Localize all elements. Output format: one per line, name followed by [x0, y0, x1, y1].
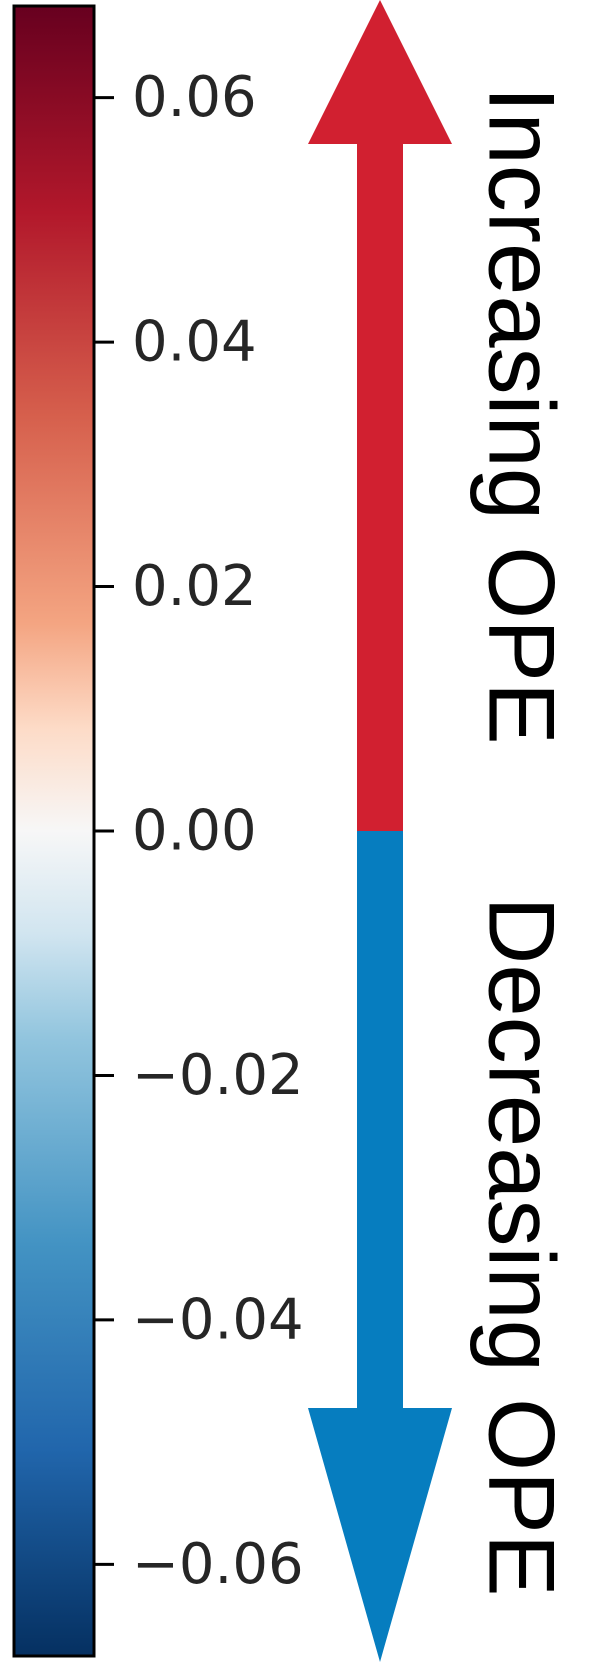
tick-label: 0.04 [132, 310, 257, 375]
decreasing-arrow [308, 831, 452, 1662]
colorbar-ticks: 0.06 0.04 0.02 0.00 −0.02 −0.04 −0.06 [94, 65, 304, 1597]
increasing-label: Increasing OPE [470, 86, 575, 744]
tick-label: −0.02 [132, 1043, 304, 1108]
tick-label: −0.06 [132, 1532, 304, 1597]
tick-label: 0.06 [132, 65, 257, 130]
increasing-arrow [308, 0, 452, 831]
direction-arrow [308, 0, 452, 1662]
tick-label: −0.04 [132, 1287, 304, 1352]
decreasing-label: Decreasing OPE [470, 896, 575, 1596]
tick-label: 0.00 [132, 799, 257, 864]
tick-label: 0.02 [132, 554, 257, 619]
colorbar-gradient [12, 4, 96, 1658]
